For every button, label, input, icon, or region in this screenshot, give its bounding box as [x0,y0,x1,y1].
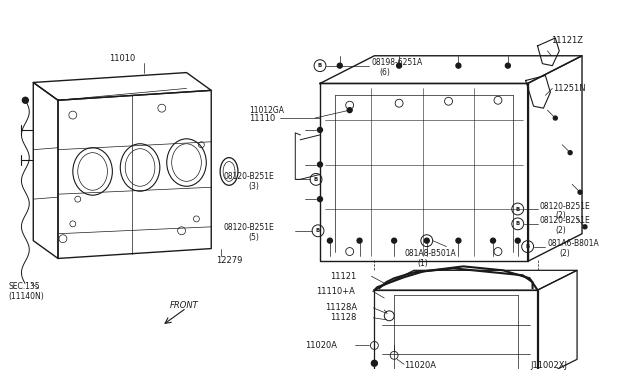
Circle shape [424,238,429,243]
Circle shape [337,63,342,68]
Circle shape [328,238,332,243]
Circle shape [583,225,587,229]
Circle shape [22,97,28,103]
Text: 08120-B251E: 08120-B251E [540,202,590,211]
Circle shape [347,108,352,113]
Circle shape [554,116,557,120]
Text: J11002XJ: J11002XJ [530,361,567,370]
Text: 081A8-B501A: 081A8-B501A [404,249,456,258]
Circle shape [578,190,582,194]
Text: (6): (6) [380,68,390,77]
Text: 08120-B251E: 08120-B251E [223,223,274,232]
Text: 12279: 12279 [216,256,243,265]
Text: B: B [525,244,530,249]
Text: (2): (2) [556,226,566,235]
Text: 11020A: 11020A [404,361,436,370]
Circle shape [456,63,461,68]
Circle shape [397,63,401,68]
Text: 08120-B251E: 08120-B251E [223,172,274,181]
Text: B: B [516,221,520,226]
Text: 11128: 11128 [330,313,356,322]
Text: FRONT: FRONT [170,301,198,310]
Circle shape [515,238,520,243]
Text: 081A6-B801A: 081A6-B801A [547,239,599,248]
Text: 11010: 11010 [109,54,136,63]
Text: B: B [316,228,320,233]
Circle shape [357,238,362,243]
Text: 11121Z: 11121Z [551,36,583,45]
Text: 08198-6251A: 08198-6251A [371,58,422,67]
Circle shape [392,238,397,243]
Circle shape [317,197,323,202]
Text: 11128A: 11128A [325,304,357,312]
Circle shape [371,360,378,366]
Circle shape [317,162,323,167]
Text: B: B [314,177,318,182]
Text: (5): (5) [249,233,260,242]
Text: (2): (2) [559,249,570,258]
Text: 11110: 11110 [249,113,275,122]
Text: 08120-B251E: 08120-B251E [540,217,590,225]
Text: (1): (1) [417,259,428,268]
Circle shape [490,238,495,243]
Text: 11020A: 11020A [305,341,337,350]
Text: 11251N: 11251N [554,84,586,93]
Text: 11012GA: 11012GA [249,106,284,115]
Text: 11121: 11121 [330,272,356,281]
Text: SEC.135: SEC.135 [8,282,40,291]
Text: (3): (3) [249,182,260,191]
Text: 11110+A: 11110+A [316,286,355,296]
Circle shape [506,63,510,68]
Circle shape [568,151,572,155]
Circle shape [317,128,323,132]
Text: (2): (2) [556,211,566,221]
Text: B: B [318,63,322,68]
Text: B: B [516,206,520,212]
Text: (11140N): (11140N) [8,292,44,301]
Text: B: B [425,238,429,243]
Circle shape [456,238,461,243]
